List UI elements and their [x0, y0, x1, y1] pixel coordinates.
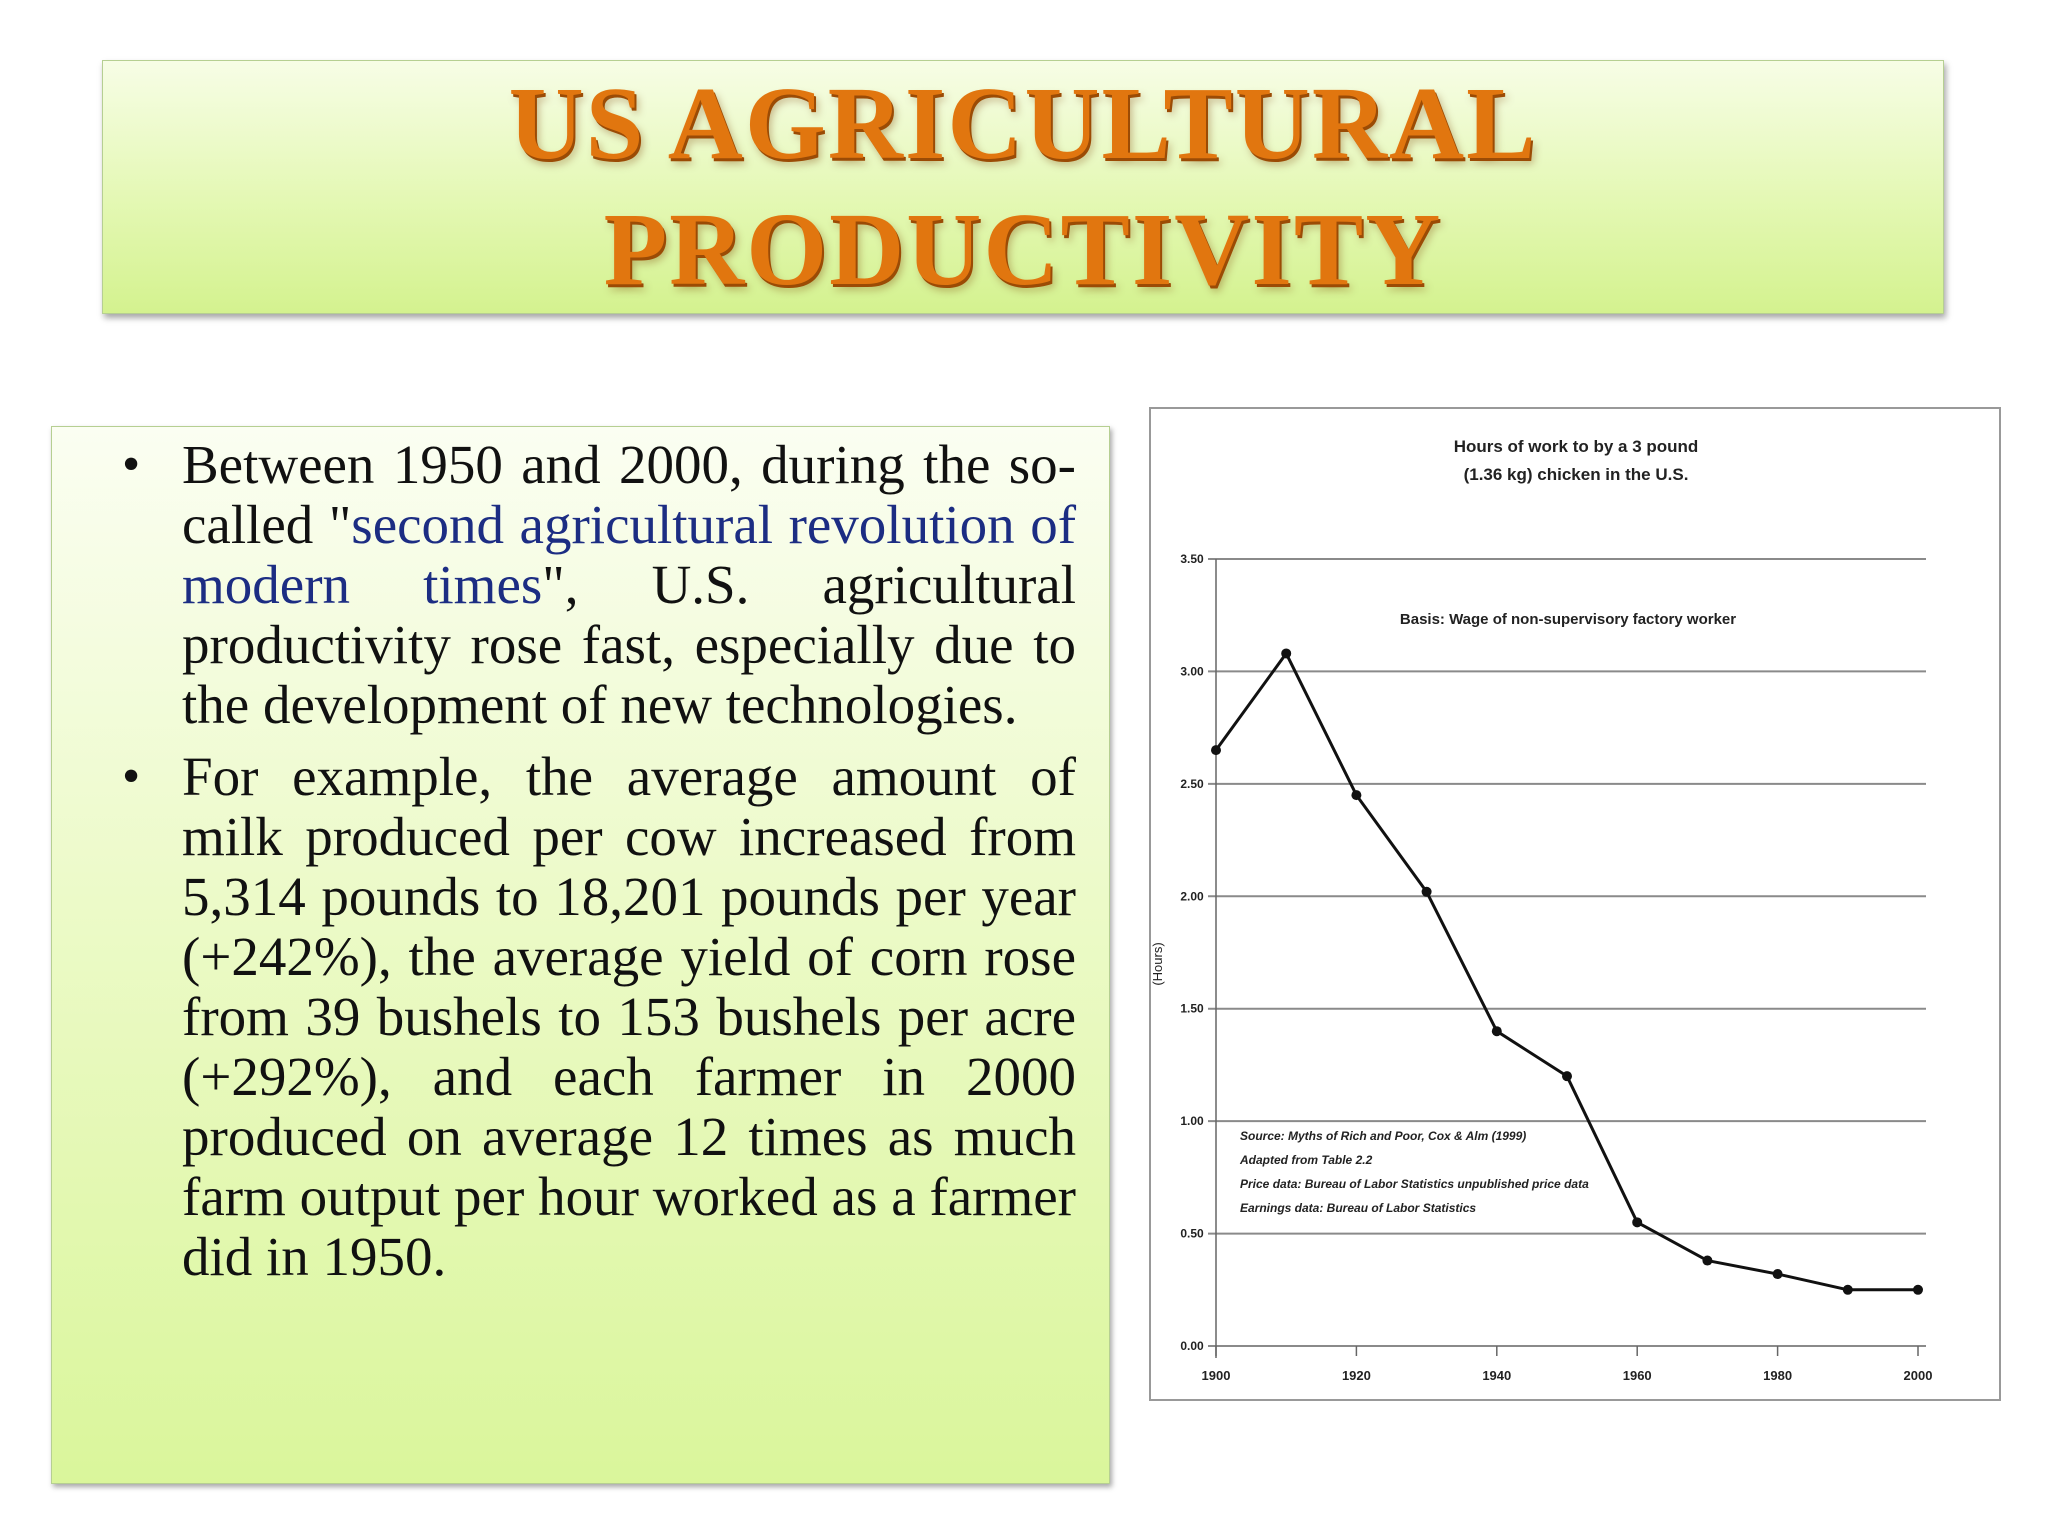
x-tick-label: 1980	[1763, 1368, 1792, 1383]
grid-lines	[1208, 558, 1926, 1358]
source-note: Price data: Bureau of Labor Statistics u…	[1240, 1177, 1589, 1191]
title-banner: US AGRICULTURAL PRODUCTIVITY	[102, 60, 1944, 314]
data-point	[1562, 1071, 1572, 1082]
x-tick-label: 2000	[1904, 1368, 1933, 1383]
data-point	[1842, 1284, 1853, 1295]
line-chart: Hours of work to by a 3 pound (1.36 kg) …	[1149, 407, 2001, 1401]
chart-basis-note: Basis: Wage of non-supervisory factory w…	[1400, 611, 1736, 628]
y-tick-labels: 0.00 0.50 1.00 1.50 2.00 2.50 3.00 3.50	[1180, 552, 1204, 1353]
x-tick-label: 1900	[1202, 1368, 1231, 1383]
y-tick-label: 1.50	[1180, 1002, 1204, 1016]
source-note: Earnings data: Bureau of Labor Statistic…	[1240, 1201, 1476, 1215]
y-tick-label: 0.50	[1180, 1227, 1204, 1241]
bullet-list: • Between 1950 and 2000, during the so-c…	[70, 435, 1076, 1299]
source-note: Source: Myths of Rich and Poor, Cox & Al…	[1240, 1129, 1526, 1143]
bullet-text-2: For example, the average amount of milk …	[182, 746, 1076, 1287]
bullet-1-before: Between 1950 and 2000, during the so-cal…	[182, 434, 1076, 555]
chart-panel: Hours of work to by a 3 pound (1.36 kg) …	[1148, 404, 2004, 1404]
data-point	[1351, 790, 1362, 801]
x-tick-label: 1940	[1482, 1368, 1511, 1383]
chart-frame	[1149, 407, 2001, 1401]
y-tick-label: 3.50	[1180, 552, 1204, 566]
y-tick-label: 2.00	[1180, 889, 1204, 903]
data-point	[1211, 745, 1221, 756]
bullet-item-1: • Between 1950 and 2000, during the so-c…	[70, 435, 1076, 735]
source-note: Adapted from Table 2.2	[1239, 1153, 1373, 1167]
bullet-dot-icon: •	[122, 436, 141, 493]
data-point	[1772, 1269, 1783, 1280]
y-tick-label: 1.00	[1180, 1114, 1204, 1128]
x-tick-labels: 1900 1920 1940 1960 1980 2000	[1202, 1346, 1933, 1383]
y-axis-label: (Hours)	[1150, 942, 1165, 985]
bullet-1-highlight: second agricultural revolution of modern…	[182, 494, 1077, 615]
data-point	[1913, 1284, 1923, 1295]
slide-title-line-1: US AGRICULTURAL	[508, 66, 1538, 181]
slide-title-line-2: PRODUCTIVITY	[603, 192, 1443, 307]
source-notes: Source: Myths of Rich and Poor, Cox & Al…	[1239, 1129, 1589, 1215]
bullet-text-1: Between 1950 and 2000, during the so-cal…	[182, 435, 1076, 735]
text-panel: • Between 1950 and 2000, during the so-c…	[51, 426, 1110, 1484]
x-tick-label: 1960	[1623, 1368, 1652, 1383]
x-tick-label: 1920	[1342, 1368, 1371, 1383]
chart-title-line-2: (1.36 kg) chicken in the U.S.	[1464, 465, 1689, 484]
bullet-item-2: • For example, the average amount of mil…	[70, 747, 1076, 1287]
bullet-1-after: ", U.S. agricultural productivity rose f…	[182, 554, 1076, 735]
data-point	[1281, 648, 1292, 659]
y-tick-label: 2.50	[1180, 777, 1204, 791]
data-point	[1421, 886, 1432, 897]
data-point	[1491, 1026, 1502, 1037]
chart-title-line-1: Hours of work to by a 3 pound	[1454, 437, 1699, 456]
data-series	[1211, 648, 1923, 1295]
bullet-dot-icon: •	[122, 748, 141, 805]
data-point	[1632, 1217, 1643, 1228]
data-point	[1702, 1255, 1713, 1266]
y-tick-label: 0.00	[1180, 1339, 1204, 1353]
y-tick-label: 3.00	[1180, 664, 1204, 678]
